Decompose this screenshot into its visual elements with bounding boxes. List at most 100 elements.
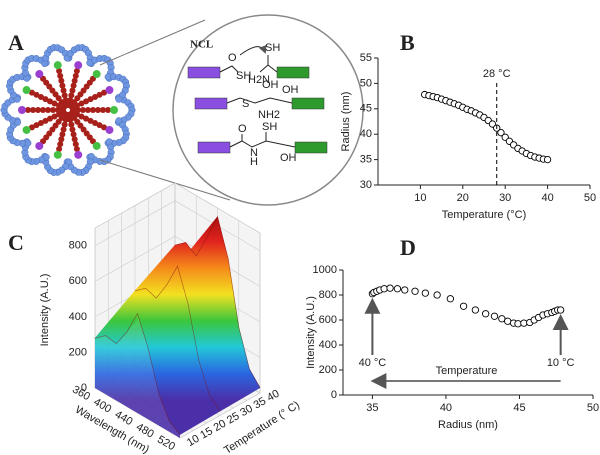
core-bead <box>96 122 103 129</box>
core-bead <box>70 82 77 89</box>
z-tick-label: 40 <box>265 388 282 405</box>
annotation: Temperature <box>436 365 498 377</box>
data-point <box>481 310 490 318</box>
core-bead <box>46 115 53 122</box>
core-bead <box>58 136 65 143</box>
x-tick-label: 50 <box>584 192 596 204</box>
z-tick-label: 35 <box>252 395 269 412</box>
y-tick-label: 50 <box>360 77 372 89</box>
y-tick-label: 400 <box>319 339 337 351</box>
shell-bead <box>115 95 123 103</box>
y-tick-label: 200 <box>69 346 87 358</box>
core-bead <box>62 97 69 104</box>
y-tick-label: 30 <box>360 179 372 191</box>
core-bead <box>92 120 99 127</box>
y-tick-label: 0 <box>331 389 337 401</box>
data-point <box>471 306 480 314</box>
linker-bead <box>105 125 114 134</box>
x-axis-label: Temperature (°C) <box>442 209 526 221</box>
core-bead <box>57 141 64 148</box>
core-bead <box>92 93 99 100</box>
atom: N <box>250 147 258 159</box>
linker-bead <box>92 70 101 79</box>
core-bead <box>37 120 44 127</box>
core-bead <box>67 116 74 123</box>
core-bead <box>42 96 49 103</box>
peptide <box>294 141 328 154</box>
linker-bead <box>22 86 31 95</box>
panel-label: C <box>8 230 24 255</box>
core-bead <box>68 92 75 99</box>
atom: OH <box>282 84 299 96</box>
core-bead <box>30 107 36 113</box>
linker-bead <box>35 141 44 150</box>
y-tick-label: 35 <box>360 154 372 166</box>
core-bead <box>25 107 31 113</box>
data-point <box>543 155 552 164</box>
x-tick-label: 360 <box>70 384 92 404</box>
core-bead <box>87 117 94 124</box>
core-bead <box>69 87 76 94</box>
annotation: 40 °C <box>359 357 387 369</box>
core-bead <box>105 107 111 113</box>
bond <box>226 97 293 104</box>
linker-bead <box>18 106 26 114</box>
linker-bead <box>74 61 83 70</box>
linker-bead <box>92 141 101 150</box>
atom: SH <box>236 70 251 82</box>
core-bead <box>78 113 85 120</box>
y-axis-label: Intensity (A.U.) <box>305 296 317 369</box>
z-tick-label: 30 <box>238 403 255 420</box>
core-bead <box>33 91 40 98</box>
x-tick-label: 40 <box>440 402 452 414</box>
core-bead <box>59 131 66 138</box>
core-bead <box>51 100 58 107</box>
linker-bead <box>105 86 114 95</box>
scheme-title: NCL <box>190 39 213 51</box>
core-bead <box>85 107 91 113</box>
connector <box>99 19 206 66</box>
z-tick-label: 15 <box>198 425 215 442</box>
core-bead <box>96 91 103 98</box>
core-bead <box>70 131 77 138</box>
x-tick-label: 50 <box>587 402 599 414</box>
core-bead <box>83 115 90 122</box>
data-point <box>520 319 528 327</box>
core-bead <box>37 93 44 100</box>
bond <box>229 132 296 148</box>
core-bead <box>73 145 80 152</box>
data-point <box>497 129 505 137</box>
atom: S <box>242 98 249 110</box>
core-bead <box>71 77 78 84</box>
y-tick-label: 55 <box>360 52 372 64</box>
data-point <box>514 320 522 328</box>
y-tick-label: 600 <box>69 275 87 287</box>
zoom-circle <box>172 14 364 206</box>
linker-bead <box>74 150 83 159</box>
y-tick-label: 600 <box>319 314 337 326</box>
core-bead <box>83 98 90 105</box>
core-bead <box>68 121 75 128</box>
z-tick-label: 10 <box>185 433 202 450</box>
linker-bead <box>110 106 118 114</box>
x-tick-label: 20 <box>457 192 469 204</box>
panel-label: D <box>400 235 416 260</box>
core-bead <box>33 122 40 129</box>
linker-bead <box>53 150 62 159</box>
core-bead <box>101 124 108 131</box>
micelle-illustration <box>0 44 136 176</box>
core-bead <box>95 107 101 113</box>
core-bead <box>71 136 78 143</box>
atom: O <box>238 123 247 135</box>
panel-label: B <box>400 30 415 55</box>
bond <box>219 55 278 73</box>
annotation: 10 °C <box>547 357 575 369</box>
x-axis-label: Radius (nm) <box>438 419 498 431</box>
y-tick-label: 1000 <box>313 264 337 276</box>
atom: SH <box>265 42 280 54</box>
y-tick-label: 800 <box>69 240 87 252</box>
z-tick-label: 25 <box>225 410 242 427</box>
core-bead <box>72 72 79 79</box>
connector <box>99 159 231 201</box>
peptide <box>194 97 228 110</box>
